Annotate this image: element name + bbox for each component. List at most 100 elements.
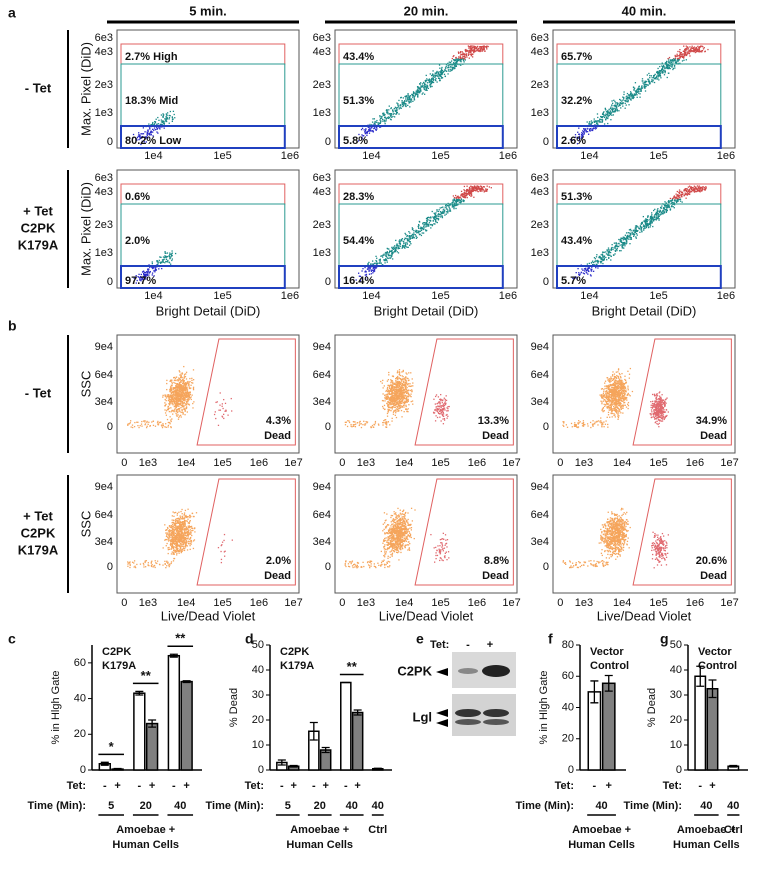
event-dot xyxy=(390,410,392,412)
event-dot xyxy=(685,188,687,190)
event-dot xyxy=(399,377,402,380)
event-dot xyxy=(186,399,188,401)
event-dot xyxy=(676,198,678,201)
event-dot xyxy=(664,62,667,64)
event-dot xyxy=(390,382,392,384)
event-dot xyxy=(435,73,437,75)
event-dot xyxy=(127,424,129,426)
event-dot xyxy=(605,251,607,253)
event-dot xyxy=(607,111,609,114)
event-dot xyxy=(585,271,587,273)
event-dot xyxy=(653,74,656,77)
event-dot xyxy=(681,55,684,58)
event-dot xyxy=(138,138,140,141)
event-dot xyxy=(417,230,419,232)
event-dot xyxy=(598,121,600,123)
event-dot xyxy=(436,407,438,410)
event-dot xyxy=(645,226,648,229)
event-dot xyxy=(437,396,440,398)
event-dot xyxy=(443,419,446,421)
event-dot xyxy=(173,376,175,379)
event-dot xyxy=(621,244,623,246)
event-dot xyxy=(384,252,387,254)
event-dot xyxy=(397,408,399,411)
event-dot xyxy=(146,273,149,275)
event-dot xyxy=(692,50,694,52)
event-dot xyxy=(166,261,168,263)
band-label: Lgl xyxy=(413,709,433,724)
low-gate xyxy=(120,125,286,149)
event-dot xyxy=(423,82,425,84)
event-dot xyxy=(685,59,687,61)
event-dot xyxy=(188,393,190,395)
event-dot xyxy=(219,392,221,394)
event-dot xyxy=(382,112,384,114)
event-dot xyxy=(620,102,622,104)
event-dot xyxy=(431,74,433,77)
panel-letter: c xyxy=(8,631,16,647)
event-dot xyxy=(684,48,686,51)
event-dot xyxy=(622,99,624,101)
event-dot xyxy=(448,405,450,408)
event-dot xyxy=(372,130,374,132)
event-dot xyxy=(616,249,618,252)
event-dot xyxy=(617,105,620,107)
event-dot xyxy=(471,186,473,189)
event-dot xyxy=(470,49,472,52)
event-dot xyxy=(595,263,597,266)
event-dot xyxy=(215,417,217,420)
event-dot xyxy=(594,128,597,130)
event-dot xyxy=(466,50,468,52)
event-dot xyxy=(591,266,593,268)
event-dot xyxy=(382,254,384,256)
event-dot xyxy=(405,386,407,388)
event-dot xyxy=(170,263,172,265)
event-dot xyxy=(701,51,703,53)
event-dot xyxy=(464,195,466,198)
event-dot xyxy=(168,122,170,124)
event-dot xyxy=(436,409,439,411)
event-dot xyxy=(624,243,626,245)
event-dot xyxy=(182,404,184,406)
event-dot xyxy=(185,395,188,398)
event-dot xyxy=(397,395,400,397)
event-dot xyxy=(467,193,469,195)
event-dot xyxy=(219,409,222,411)
event-dot xyxy=(400,388,403,390)
event-dot xyxy=(687,47,689,49)
event-dot xyxy=(472,46,474,49)
event-dot xyxy=(394,395,396,397)
event-dot xyxy=(389,396,391,399)
event-dot xyxy=(430,227,432,229)
event-dot xyxy=(374,120,376,123)
event-dot xyxy=(176,393,178,395)
event-dot xyxy=(373,118,376,120)
event-dot xyxy=(624,234,627,236)
event-dot xyxy=(383,419,385,422)
event-dot xyxy=(184,388,186,390)
x-tick-label: 1e5 xyxy=(213,290,231,302)
event-dot xyxy=(351,426,353,428)
event-dot xyxy=(406,391,408,393)
event-dot xyxy=(459,196,461,198)
event-dot xyxy=(179,394,181,396)
event-dot xyxy=(183,377,185,379)
event-dot xyxy=(409,235,411,237)
gate-percent: 51.3% xyxy=(561,191,592,203)
event-dot xyxy=(188,383,190,386)
event-dot xyxy=(399,398,401,400)
event-dot xyxy=(635,91,637,93)
event-dot xyxy=(654,73,656,76)
event-dot xyxy=(416,91,419,94)
event-dot xyxy=(482,188,484,190)
event-dot xyxy=(636,90,638,93)
event-dot xyxy=(418,90,421,93)
event-dot xyxy=(161,120,164,122)
event-dot xyxy=(405,388,407,390)
event-dot xyxy=(132,426,134,429)
event-dot xyxy=(142,127,145,129)
event-dot xyxy=(640,90,642,92)
event-dot xyxy=(628,238,630,240)
event-dot xyxy=(176,403,179,405)
event-dot xyxy=(657,216,659,219)
